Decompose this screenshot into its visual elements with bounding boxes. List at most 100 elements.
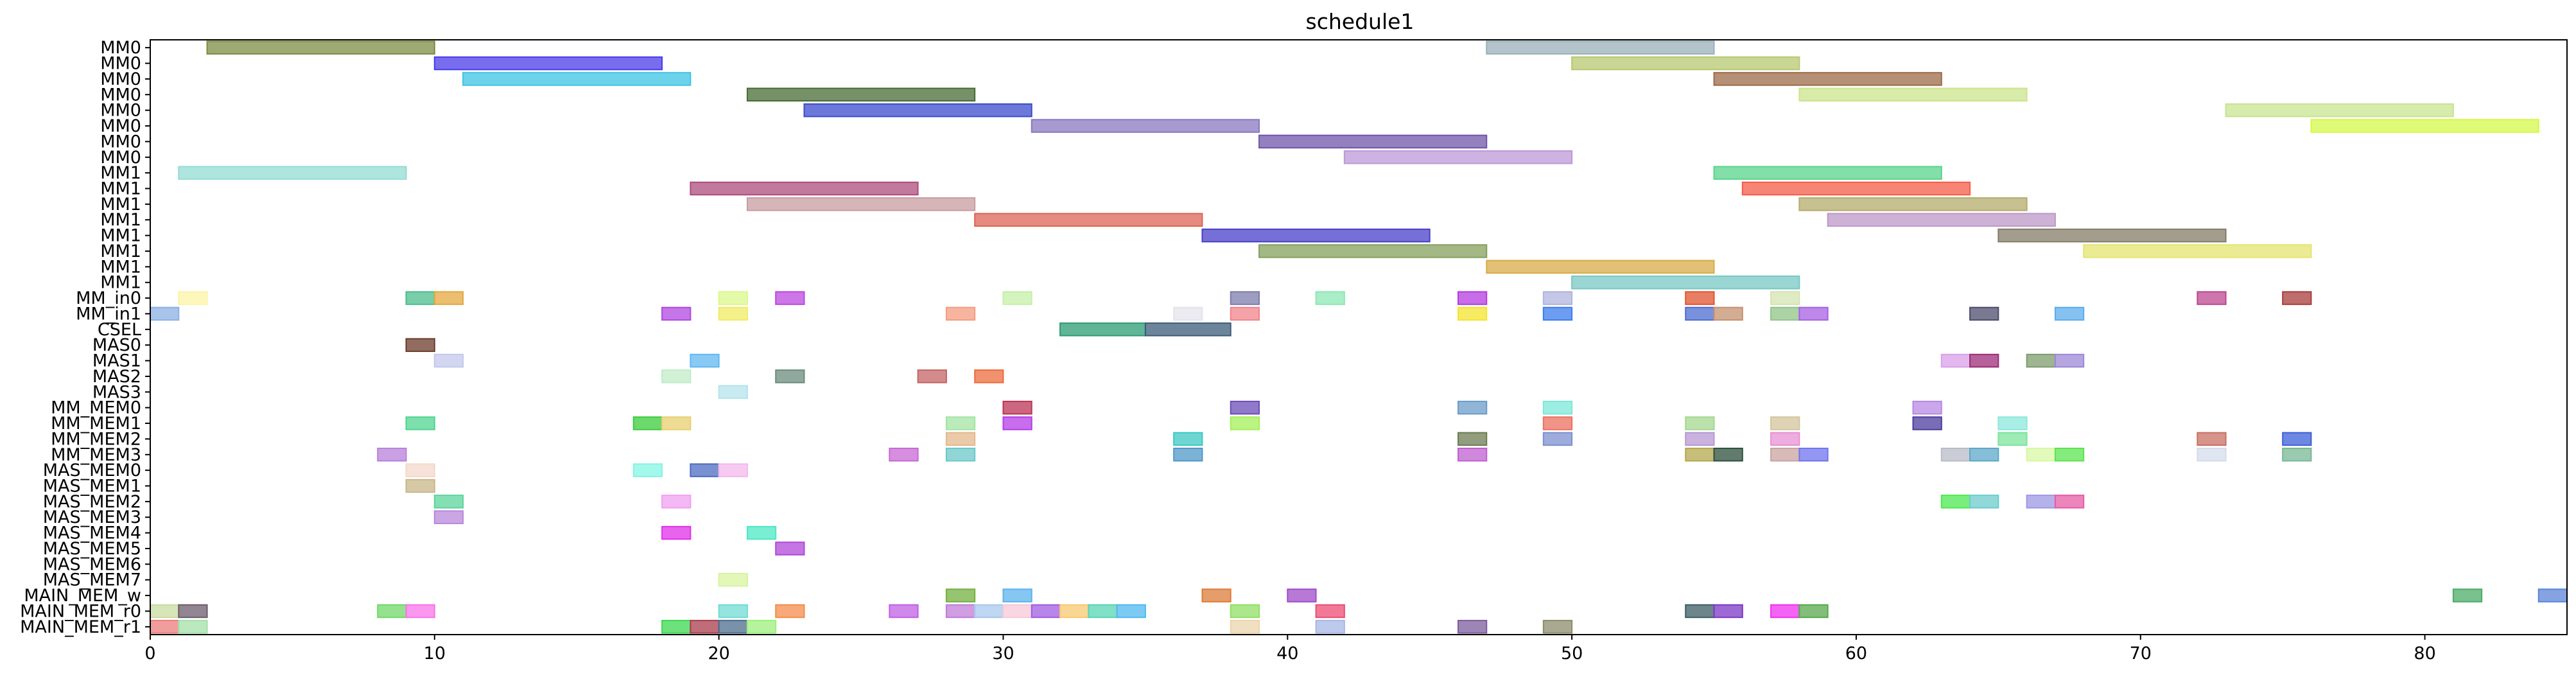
y-tick-label: MM0 xyxy=(100,85,141,105)
task-bar xyxy=(1713,306,1743,321)
task-bar xyxy=(1685,306,1715,321)
x-tick-label: 0 xyxy=(144,644,155,664)
y-tick-label: MM0 xyxy=(100,132,141,152)
task-bar xyxy=(1315,291,1345,305)
task-bar xyxy=(178,166,407,180)
task-bar xyxy=(1969,353,1999,368)
task-bar xyxy=(1713,448,1743,462)
task-bar xyxy=(1940,448,1971,462)
y-tick-label: MM1 xyxy=(100,210,141,230)
y-tick-label: MAS_MEM3 xyxy=(43,507,141,527)
y-tick-label: MM_MEM1 xyxy=(51,414,141,434)
task-bar xyxy=(178,291,208,305)
y-axis: MM0MM0MM0MM0MM0MM0MM0MM0MM1MM1MM1MM1MM1M… xyxy=(20,38,150,637)
task-bar xyxy=(1002,604,1032,619)
task-bar xyxy=(405,463,435,477)
task-bar xyxy=(945,416,976,430)
task-bar xyxy=(1031,604,1061,619)
y-tick-label: MAS_MEM5 xyxy=(43,539,141,559)
y-tick-label: MM1 xyxy=(100,179,141,199)
task-bar xyxy=(718,604,748,619)
task-bar xyxy=(1059,322,1146,337)
task-bar xyxy=(1002,416,1032,430)
task-bar xyxy=(690,620,720,634)
x-axis: 0 10 20 30 40 50 60 70 80 xyxy=(144,635,2436,664)
task-bar xyxy=(2083,244,2312,258)
task-bar xyxy=(1457,291,1488,305)
task-bar xyxy=(803,103,1032,118)
y-tick-label: MAS1 xyxy=(92,351,141,371)
task-bar xyxy=(1230,400,1260,415)
task-bar xyxy=(1741,181,1971,196)
y-tick-label: MM1 xyxy=(100,273,141,293)
task-bar xyxy=(1827,213,2056,227)
task-bar xyxy=(690,463,720,477)
task-bar xyxy=(1315,620,1345,634)
task-bar xyxy=(1997,432,2028,446)
task-bar xyxy=(945,432,976,446)
task-bar xyxy=(1542,432,1573,446)
task-bar xyxy=(1798,306,1829,321)
x-tick-label: 80 xyxy=(2414,644,2435,664)
task-bar xyxy=(1969,495,1999,509)
task-bar xyxy=(718,463,748,477)
task-bar xyxy=(1258,244,1488,258)
task-bar xyxy=(1685,448,1715,462)
task-bar xyxy=(2197,291,2227,305)
task-bar xyxy=(1969,448,1999,462)
task-bar xyxy=(690,181,919,196)
task-bar xyxy=(718,385,748,400)
y-tick-label: MM0 xyxy=(100,38,141,58)
task-bars xyxy=(150,40,2568,634)
task-bar xyxy=(945,588,976,602)
y-tick-label: MM1 xyxy=(100,257,141,277)
y-tick-label: MM1 xyxy=(100,195,141,215)
task-bar xyxy=(433,495,464,509)
task-bar xyxy=(775,541,805,556)
y-tick-label: MM1 xyxy=(100,163,141,183)
y-tick-label: MAS_MEM1 xyxy=(43,477,141,497)
task-bar xyxy=(2282,448,2312,462)
task-bar xyxy=(1798,604,1829,619)
task-bar xyxy=(1258,134,1488,149)
task-bar xyxy=(1457,620,1488,634)
task-bar xyxy=(377,604,407,619)
y-tick-label: MM0 xyxy=(100,54,141,74)
task-bar xyxy=(746,525,777,540)
y-tick-label: MM0 xyxy=(100,101,141,121)
task-bar xyxy=(1685,291,1715,305)
task-bar xyxy=(1457,400,1488,415)
task-bar xyxy=(945,306,976,321)
task-bar xyxy=(1542,416,1573,430)
task-bar xyxy=(1315,604,1345,619)
task-bar xyxy=(718,306,748,321)
task-bar xyxy=(1343,150,1573,164)
task-bar xyxy=(746,87,976,102)
y-tick-label: MM_in1 xyxy=(76,304,141,324)
task-bar xyxy=(1002,588,1032,602)
task-bar xyxy=(405,291,435,305)
task-bar xyxy=(661,369,692,383)
x-tick-label: 20 xyxy=(708,644,729,664)
task-bar xyxy=(661,306,692,321)
task-bar xyxy=(405,604,435,619)
y-tick-label: MM_MEM3 xyxy=(51,445,141,465)
task-bar xyxy=(1116,604,1146,619)
task-bar xyxy=(632,416,663,430)
y-tick-label: MM_MEM0 xyxy=(51,398,141,418)
task-bar xyxy=(2197,432,2227,446)
task-bar xyxy=(2537,588,2568,602)
task-bar xyxy=(1144,322,1231,337)
task-bar xyxy=(178,620,208,634)
task-bar xyxy=(775,291,805,305)
task-bar xyxy=(405,416,435,430)
y-tick-label: MM_in0 xyxy=(76,288,141,308)
task-bar xyxy=(2310,119,2539,133)
task-bar xyxy=(746,197,976,211)
y-tick-label: CSEL xyxy=(98,320,141,340)
task-bar xyxy=(974,604,1004,619)
y-tick-label: MM0 xyxy=(100,69,141,89)
task-bar xyxy=(1542,291,1573,305)
task-bar xyxy=(2282,432,2312,446)
task-bar xyxy=(945,448,976,462)
